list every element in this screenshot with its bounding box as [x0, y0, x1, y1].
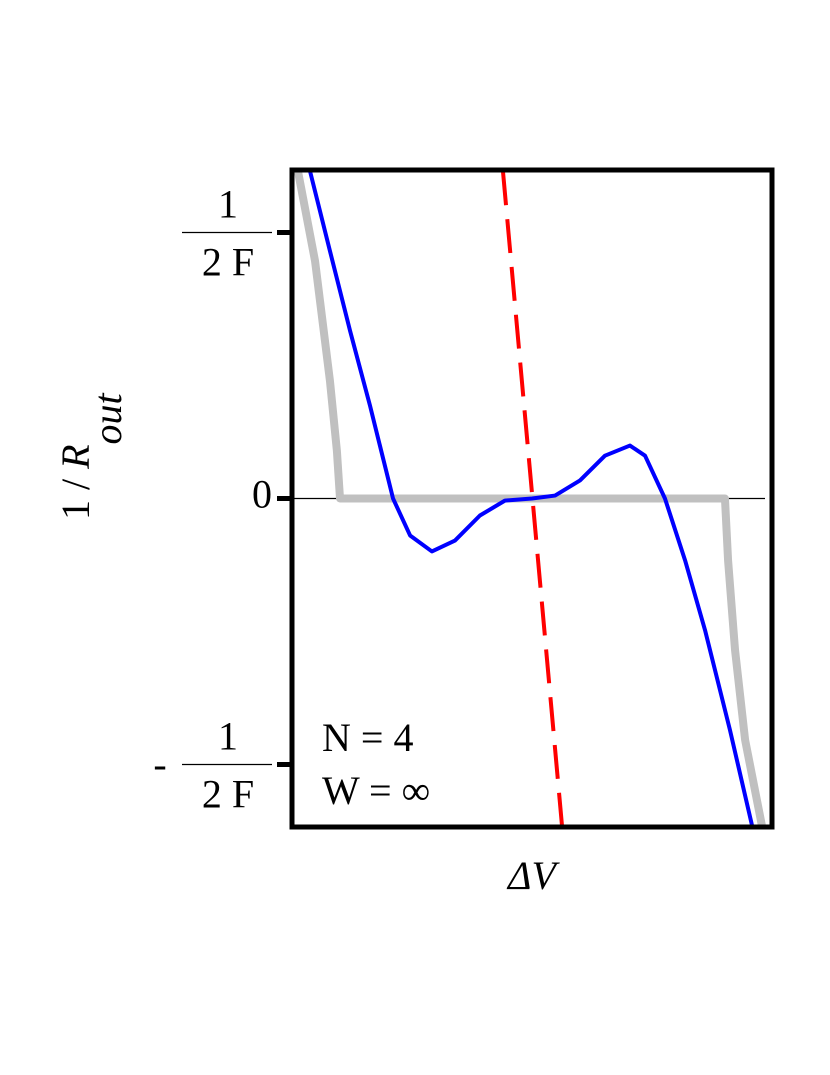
y-tick-sign: -	[153, 742, 166, 787]
y-tick-denominator: 2 F	[202, 240, 254, 285]
curve	[500, 171, 564, 826]
y-label-main: 1 /	[53, 469, 98, 520]
curve	[308, 170, 755, 827]
y-tick-numerator: 1	[218, 182, 238, 227]
x-label: ΔV	[506, 853, 560, 898]
y-tick-denominator: 2 F	[202, 772, 254, 817]
y-tick-numerator: 1	[218, 714, 238, 759]
y-label: 1 / Rout	[53, 392, 130, 520]
curves	[294, 170, 766, 827]
y-label-sub: out	[85, 392, 130, 444]
y-label-text: 1 / Rout	[53, 392, 130, 520]
annotation: W = ∞	[322, 768, 430, 813]
annotation: N = 4	[322, 715, 413, 760]
y-tick-label: 0	[252, 472, 272, 517]
y-label-var: R	[53, 444, 98, 469]
